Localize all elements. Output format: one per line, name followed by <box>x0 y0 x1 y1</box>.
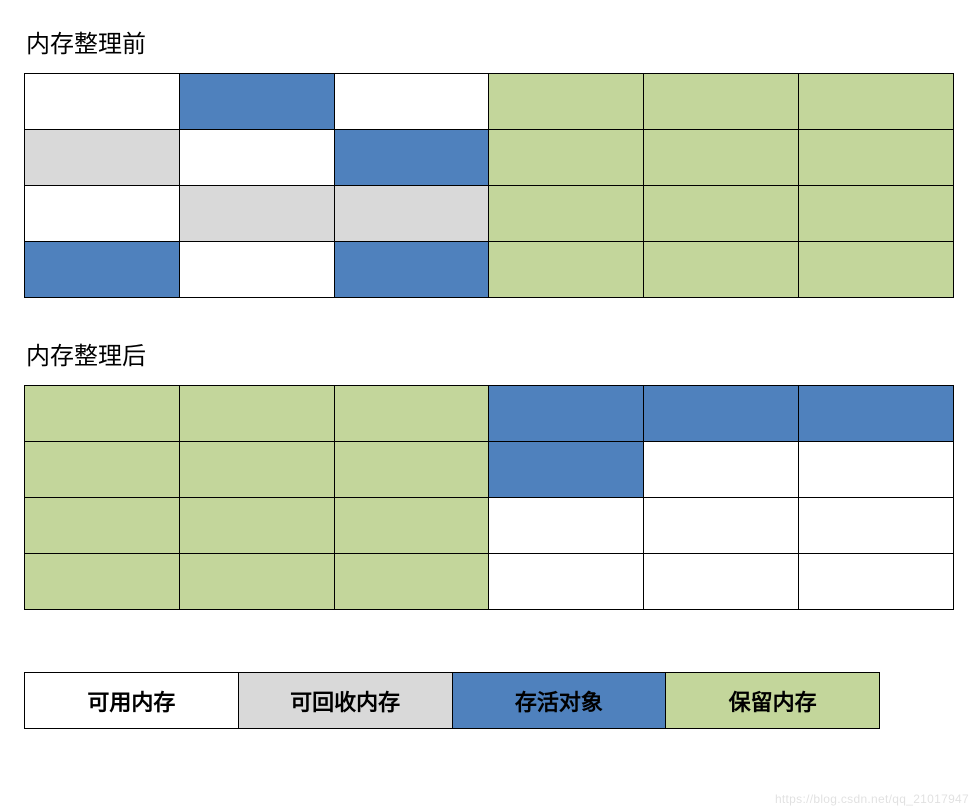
grid-cell-free <box>799 554 954 610</box>
before-grid <box>24 73 954 298</box>
grid-cell-free <box>799 442 954 498</box>
grid-row <box>25 554 954 610</box>
grid-cell-live <box>179 74 334 130</box>
grid-cell-reclaimable <box>179 186 334 242</box>
grid-cell-free <box>25 186 180 242</box>
grid-cell-live <box>25 242 180 298</box>
legend-item-reserved: 保留内存 <box>666 673 880 729</box>
grid-row <box>25 386 954 442</box>
grid-cell-reserved <box>799 130 954 186</box>
grid-cell-reserved <box>179 554 334 610</box>
grid-cell-live <box>334 130 489 186</box>
grid-cell-live <box>489 386 644 442</box>
grid-row <box>25 498 954 554</box>
grid-row <box>25 130 954 186</box>
grid-cell-free <box>25 74 180 130</box>
grid-cell-reserved <box>334 442 489 498</box>
grid-cell-live <box>799 386 954 442</box>
grid-cell-free <box>179 130 334 186</box>
after-title: 内存整理后 <box>26 336 955 371</box>
grid-cell-live <box>644 386 799 442</box>
grid-cell-reserved <box>799 74 954 130</box>
grid-cell-reserved <box>25 386 180 442</box>
legend-item-live: 存活对象 <box>452 673 666 729</box>
grid-cell-reserved <box>489 242 644 298</box>
grid-cell-free <box>334 74 489 130</box>
spacer <box>24 298 955 336</box>
spacer <box>24 610 955 672</box>
grid-cell-reserved <box>334 554 489 610</box>
watermark: https://blog.csdn.net/qq_21017947 <box>775 792 969 806</box>
grid-cell-reserved <box>489 74 644 130</box>
grid-cell-reserved <box>489 130 644 186</box>
grid-cell-reserved <box>179 386 334 442</box>
legend-item-free: 可用内存 <box>25 673 239 729</box>
grid-cell-reserved <box>644 242 799 298</box>
grid-cell-free <box>644 498 799 554</box>
grid-row <box>25 242 954 298</box>
grid-cell-reserved <box>179 442 334 498</box>
grid-cell-reserved <box>25 554 180 610</box>
grid-cell-free <box>799 498 954 554</box>
legend-row: 可用内存可回收内存存活对象保留内存 <box>25 673 880 729</box>
grid-row <box>25 74 954 130</box>
grid-cell-reserved <box>799 186 954 242</box>
grid-cell-free <box>179 242 334 298</box>
grid-row <box>25 186 954 242</box>
grid-cell-reserved <box>644 130 799 186</box>
after-grid <box>24 385 954 610</box>
grid-cell-reserved <box>799 242 954 298</box>
grid-cell-reserved <box>489 186 644 242</box>
legend: 可用内存可回收内存存活对象保留内存 <box>24 672 880 729</box>
before-title: 内存整理前 <box>26 24 955 59</box>
grid-cell-reclaimable <box>25 130 180 186</box>
grid-cell-live <box>489 442 644 498</box>
grid-cell-free <box>489 554 644 610</box>
grid-cell-free <box>489 498 644 554</box>
grid-cell-reserved <box>334 386 489 442</box>
grid-cell-reserved <box>644 186 799 242</box>
legend-item-reclaimable: 可回收内存 <box>238 673 452 729</box>
grid-cell-free <box>644 554 799 610</box>
grid-cell-live <box>334 242 489 298</box>
grid-cell-reserved <box>25 442 180 498</box>
grid-row <box>25 442 954 498</box>
grid-cell-reserved <box>334 498 489 554</box>
grid-cell-reserved <box>179 498 334 554</box>
grid-cell-reserved <box>25 498 180 554</box>
grid-cell-reclaimable <box>334 186 489 242</box>
grid-cell-reserved <box>644 74 799 130</box>
grid-cell-free <box>644 442 799 498</box>
